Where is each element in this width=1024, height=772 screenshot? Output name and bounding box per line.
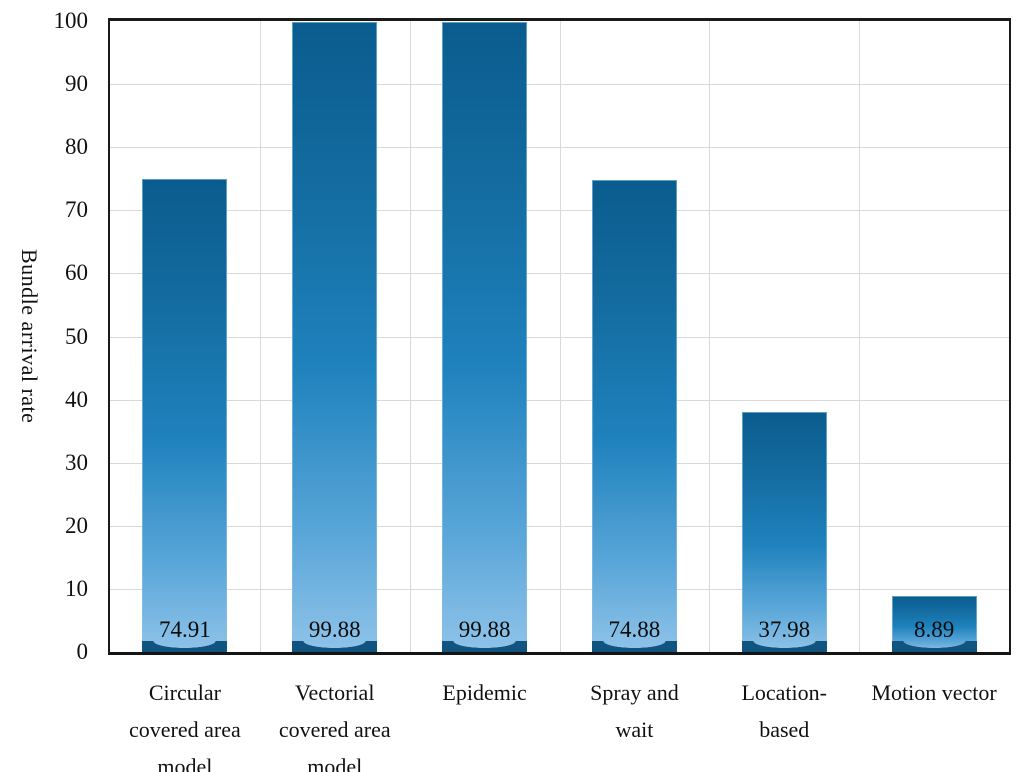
category-label-circular-covered-area-model: Circular covered area model xyxy=(129,680,241,772)
bar-base-shading xyxy=(292,641,378,652)
bar-spray-and-wait: 74.88 xyxy=(591,179,677,652)
y-tick-label-80: 80 xyxy=(65,134,88,160)
vertical-gridline-4 xyxy=(709,21,711,652)
bar-circular-covered-area-model: 74.91 xyxy=(142,179,228,652)
vertical-gridline-2 xyxy=(409,21,411,652)
y-tick-label-10: 10 xyxy=(65,575,88,601)
bar-base-shading xyxy=(442,641,528,652)
plot-area: 74.91 99.88 99.88 74.88 37.98 8.89 xyxy=(108,18,1011,655)
bar-value-label: 74.91 xyxy=(159,617,211,642)
y-tick-label-40: 40 xyxy=(65,386,88,412)
y-tick-label-60: 60 xyxy=(65,260,88,286)
category-label-location-based: Location- based xyxy=(741,680,827,742)
category-label-motion-vector: Motion vector xyxy=(871,680,997,705)
bar-base-shading xyxy=(591,641,677,652)
y-tick-label-70: 70 xyxy=(65,197,88,223)
bar-value-label: 74.88 xyxy=(608,617,661,642)
y-tick-label-100: 100 xyxy=(53,8,89,33)
vertical-gridline-1 xyxy=(259,21,261,652)
bar-value-label: 99.88 xyxy=(308,617,361,642)
category-label-vectorial-covered-area-model: Vectorial covered area model xyxy=(278,680,391,772)
bar-value-label: 99.88 xyxy=(458,617,511,642)
y-tick-label-20: 20 xyxy=(65,512,88,538)
vertical-gridline-3 xyxy=(559,21,561,652)
bar-base-shading xyxy=(142,641,228,652)
vertical-gridline-5 xyxy=(859,21,861,652)
x-axis-category-labels: Circular covered area model Vectorial cov… xyxy=(108,674,1011,772)
y-tick-label-50: 50 xyxy=(65,323,88,349)
category-label-epidemic: Epidemic xyxy=(442,680,527,705)
bar-value-label: 8.89 xyxy=(913,617,955,642)
y-tick-label-90: 90 xyxy=(65,71,88,97)
y-axis-title: Bundle arrival rate xyxy=(17,249,42,424)
bar-epidemic: 99.88 xyxy=(442,21,528,652)
bar-value-label: 37.98 xyxy=(758,617,811,642)
y-tick-label-30: 30 xyxy=(65,449,88,475)
bar-base-shading xyxy=(891,641,977,652)
bar-base-shading xyxy=(741,641,827,652)
bar-motion-vector: 8.89 xyxy=(891,595,977,652)
bar-location-based: 37.98 xyxy=(741,412,827,652)
bar-vectorial-covered-area-model: 99.88 xyxy=(292,21,378,652)
y-tick-label-0: 0 xyxy=(76,639,89,664)
category-label-spray-and-wait: Spray and wait xyxy=(590,680,679,742)
